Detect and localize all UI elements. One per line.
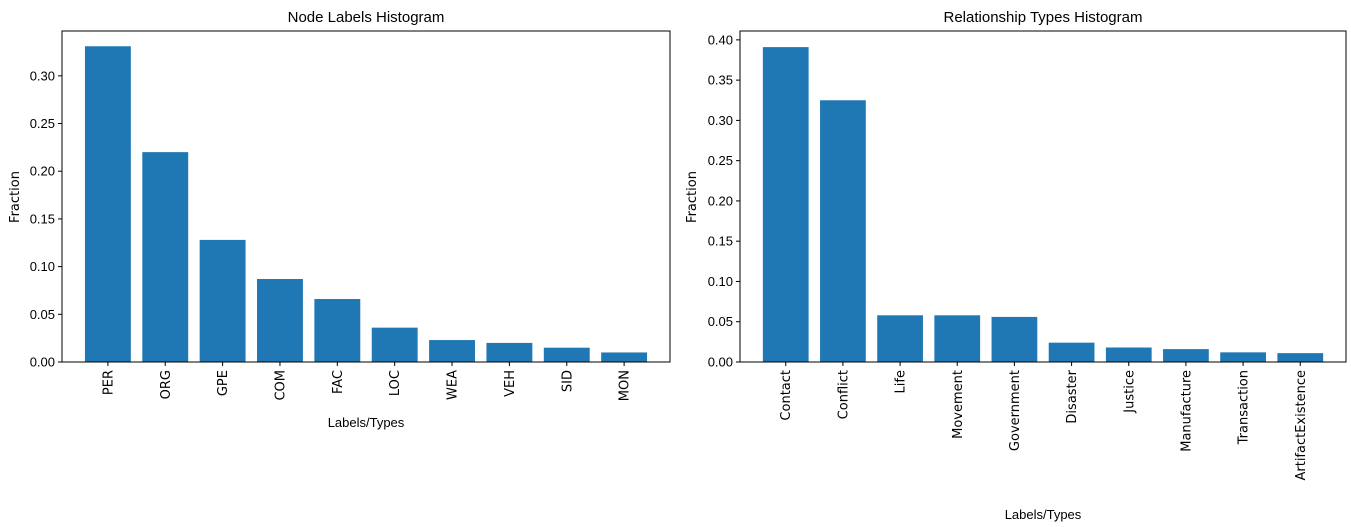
node-labels-chart: Node Labels Histogram Fraction Labels/Ty… xyxy=(8,9,671,430)
x-tick-label: SID xyxy=(560,370,575,392)
y-tick-label: 0.25 xyxy=(708,153,733,168)
x-tick-label: Government xyxy=(1008,370,1023,451)
bar-life xyxy=(877,315,923,362)
bar-veh xyxy=(486,342,533,362)
y-tick-label: 0.40 xyxy=(708,32,733,47)
x-tick-label: GPE xyxy=(216,370,231,396)
x-tick-label: FAC xyxy=(331,370,346,394)
y-tick-label: 0.30 xyxy=(30,68,55,83)
bar-mon xyxy=(601,352,648,362)
y-tick-label: 0.20 xyxy=(708,193,733,208)
bar-disaster xyxy=(1048,342,1095,362)
bar-com xyxy=(257,279,303,362)
x-tick-label: Manufacture xyxy=(1179,370,1194,452)
x-tick-label: ArtifactExistence xyxy=(1294,370,1309,481)
x-tick-label: Conflict xyxy=(836,370,851,419)
relationship-types-chart: Relationship Types Histogram Fraction La… xyxy=(685,9,1347,522)
x-tick-label: Justice xyxy=(1122,370,1137,414)
x-tick-label: COM xyxy=(273,370,288,401)
x-axis-label: Labels/Types xyxy=(1005,507,1082,522)
x-tick-label: Disaster xyxy=(1065,369,1080,423)
bar-per xyxy=(84,46,131,362)
bar-artifactexistence xyxy=(1277,353,1324,362)
bar-wea xyxy=(429,340,475,362)
chart-title: Node Labels Histogram xyxy=(288,9,445,26)
x-tick-label: Movement xyxy=(951,370,966,439)
bar-movement xyxy=(934,315,981,362)
x-tick-label: PER xyxy=(101,370,116,395)
y-tick-label: 0.30 xyxy=(708,113,733,128)
bar-fac xyxy=(314,299,361,362)
y-axis-label: Fraction xyxy=(685,171,700,223)
bar-manufacture xyxy=(1163,349,1209,362)
x-tick-label: VEH xyxy=(503,370,518,397)
plot-area: PER ORG GPE COM FAC LOC WEA VEH SID MON 0.00 0.05 0.… xyxy=(30,30,671,401)
bar-justice xyxy=(1105,347,1152,362)
x-tick-label: Life xyxy=(894,370,909,393)
x-axis-label: Labels/Types xyxy=(328,415,405,430)
y-tick-label: 0.10 xyxy=(30,259,55,274)
x-tick-label: WEA xyxy=(446,370,461,400)
bar-loc xyxy=(371,327,418,362)
x-tick-label: Contact xyxy=(779,370,794,421)
x-tick-label: LOC xyxy=(388,370,403,396)
y-axis-label: Fraction xyxy=(8,171,23,223)
bar-transaction xyxy=(1220,352,1266,362)
bar-sid xyxy=(543,347,590,362)
y-tick-label: 0.25 xyxy=(30,116,55,131)
x-tick-label: MON xyxy=(618,370,633,401)
y-tick-label: 0.05 xyxy=(708,314,733,329)
x-tick-label: ORG xyxy=(159,370,174,399)
bar-contact xyxy=(762,47,809,363)
bar-gpe xyxy=(199,239,246,362)
plot-area: Contact Conflict Life Movement Government Dis… xyxy=(708,30,1347,481)
axes-frame xyxy=(61,30,671,363)
bar-org xyxy=(142,152,189,362)
y-tick-label: 0.05 xyxy=(30,307,55,322)
axes-frame xyxy=(739,30,1347,363)
y-tick-label: 0.00 xyxy=(30,355,55,370)
y-tick-label: 0.10 xyxy=(708,274,733,289)
y-tick-label: 0.15 xyxy=(30,211,55,226)
chart-title: Relationship Types Histogram xyxy=(944,9,1143,26)
y-tick-label: 0.15 xyxy=(708,234,733,249)
bar-government xyxy=(991,316,1038,362)
x-tick-label: Transaction xyxy=(1237,370,1252,445)
y-tick-label: 0.35 xyxy=(708,73,733,88)
bar-conflict xyxy=(820,100,866,362)
y-tick-label: 0.00 xyxy=(708,355,733,370)
y-tick-label: 0.20 xyxy=(30,164,55,179)
